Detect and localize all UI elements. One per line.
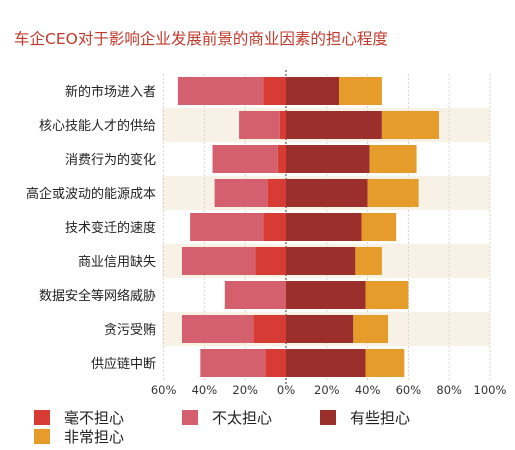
bar-segment: [286, 349, 366, 377]
bar-segment: [286, 281, 366, 309]
x-tick-label: 20%: [314, 383, 340, 397]
category-label: 供应链中断: [91, 356, 156, 372]
chart-title: 车企CEO对于影响企业发展前景的商业因素的担心程度: [14, 30, 388, 48]
legend-label: 毫不担心: [64, 409, 124, 427]
legend-swatch: [182, 410, 198, 425]
bar-segment: [286, 247, 356, 275]
bar-segment: [367, 179, 419, 207]
category-labels: 新的市场进入者核心技能人才的供给消费行为的变化高企或波动的能源成本技术变迁的速度…: [26, 84, 156, 372]
category-label: 商业信用缺失: [78, 255, 156, 270]
bar-segment: [353, 315, 388, 343]
x-tick-labels: 60% 40% 20% 0% 20% 40% 60% 80% 100%: [151, 383, 507, 397]
bar-segment: [177, 77, 264, 105]
bar-segment: [255, 247, 286, 275]
legend-swatch: [34, 429, 50, 444]
bar-segment: [286, 315, 354, 343]
bar-segment: [265, 349, 286, 377]
bar-segment: [365, 349, 405, 377]
legend-swatch: [34, 410, 50, 425]
x-tick-label: 0%: [277, 383, 295, 397]
bar-segment: [239, 111, 280, 139]
x-tick-label: 60%: [151, 383, 177, 397]
category-label: 数据安全等网络威胁: [39, 288, 156, 304]
category-label: 消费行为的变化: [65, 152, 156, 168]
legend-label: 有些担心: [350, 409, 410, 427]
bar-segment: [286, 111, 382, 139]
category-label: 核心技能人才的供给: [39, 118, 156, 134]
bar-segment: [365, 281, 409, 309]
bar-segment: [286, 213, 362, 241]
bar-segment: [190, 213, 264, 241]
x-tick-label: 60%: [396, 383, 422, 397]
bar-segment: [355, 247, 382, 275]
bar-segment: [212, 145, 278, 173]
bar-segment: [286, 145, 370, 173]
bar-segment: [381, 111, 439, 139]
x-tick-label: 80%: [436, 383, 462, 397]
bar-segment: [253, 315, 286, 343]
bar-segment: [267, 179, 286, 207]
x-tick-label: 100%: [474, 383, 507, 397]
bar-segment: [200, 349, 266, 377]
x-tick-label: 40%: [192, 383, 218, 397]
category-label: 高企或波动的能源成本: [26, 186, 156, 202]
category-label: 技术变迁的速度: [65, 220, 156, 236]
bar-segment: [263, 77, 286, 105]
bar-segment: [263, 213, 286, 241]
bar-segment: [279, 111, 286, 139]
bar-series: [177, 77, 439, 377]
category-label: 新的市场进入者: [65, 84, 156, 100]
category-label: 贪污受贿: [104, 323, 156, 338]
bar-segment: [224, 281, 286, 309]
legend-swatch: [320, 410, 336, 425]
x-tick-label: 40%: [355, 383, 381, 397]
bar-segment: [339, 77, 382, 105]
x-tick-label: 20%: [232, 383, 258, 397]
legend-label: 非常担心: [64, 428, 124, 446]
bar-segment: [286, 77, 340, 105]
bar-segment: [277, 145, 286, 173]
bar-segment: [361, 213, 397, 241]
bar-segment: [181, 315, 254, 343]
bar-segment: [369, 145, 417, 173]
legend-label: 不太担心: [212, 409, 272, 427]
bar-segment: [214, 179, 268, 207]
bar-segment: [286, 179, 368, 207]
bar-segment: [181, 247, 256, 275]
